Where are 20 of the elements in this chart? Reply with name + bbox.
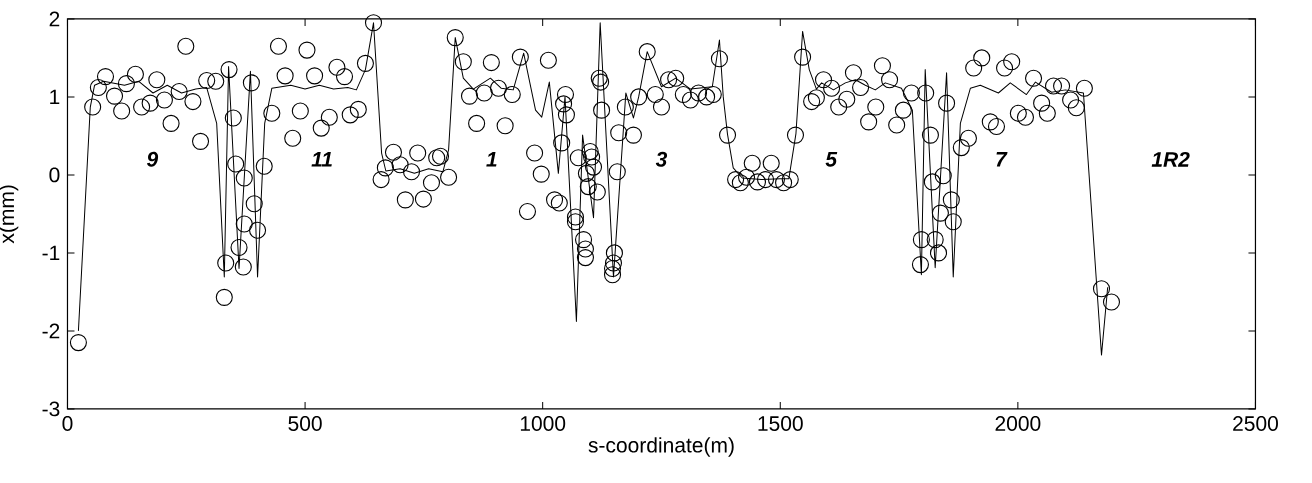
y-tick-label: 0 bbox=[49, 167, 60, 183]
annotation: 1 bbox=[486, 152, 497, 167]
x-tick-label: 500 bbox=[288, 416, 322, 431]
annotation: 11 bbox=[311, 152, 332, 167]
annotation: 3 bbox=[655, 151, 668, 167]
x-tick-label: 1500 bbox=[758, 416, 803, 431]
x-tick-label: 0 bbox=[62, 416, 73, 431]
y-tick-label: -2 bbox=[42, 323, 60, 339]
annotation: 9 bbox=[146, 151, 159, 167]
x-tick-label: 2000 bbox=[995, 416, 1041, 431]
x-axis-title: s-coordinate(m) bbox=[588, 437, 734, 457]
annotation: 1R2 bbox=[1151, 151, 1190, 167]
annotation: 7 bbox=[996, 152, 1008, 167]
y-tick-label: 2 bbox=[49, 11, 60, 27]
y-tick-label: -1 bbox=[42, 245, 60, 261]
x-tick-label: 2500 bbox=[1233, 416, 1278, 431]
y-tick-label: 1 bbox=[50, 89, 60, 105]
annotation: 5 bbox=[825, 151, 838, 167]
x-tick-label: 1000 bbox=[520, 416, 566, 431]
y-tick-label: -3 bbox=[42, 401, 60, 417]
